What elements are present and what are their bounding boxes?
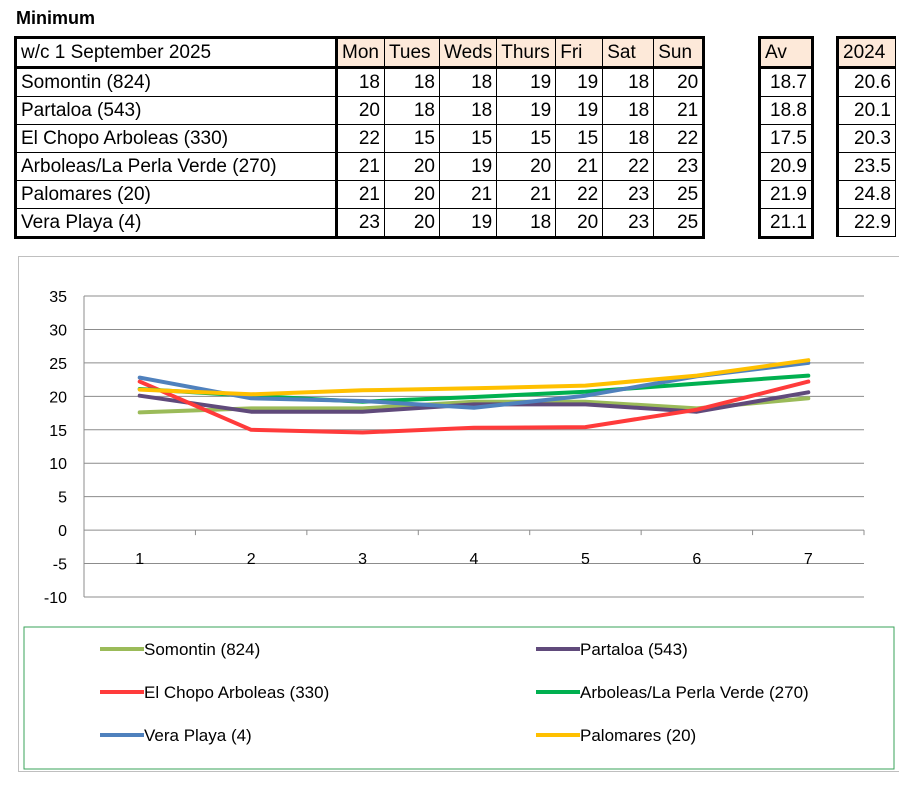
- day-value: 18: [438, 96, 498, 125]
- day-value: 18: [335, 67, 385, 97]
- legend-label: Arboleas/La Perla Verde (270): [580, 683, 809, 702]
- day-value: 15: [384, 124, 440, 153]
- year-row: 22.9: [836, 208, 896, 237]
- day-value: 20: [496, 152, 557, 181]
- average-table: Av 18.7 18.8 17.5 20.9 21.9 21.1: [758, 36, 814, 239]
- x-tick-label: 2: [247, 551, 256, 568]
- day-value: 18: [602, 67, 655, 97]
- x-tick-label: 3: [358, 551, 367, 568]
- previous-year-table: 2024 20.6 20.1 20.3 23.5 24.8 22.9: [836, 36, 896, 237]
- y-tick-label: 10: [49, 456, 67, 473]
- day-header: Tues: [384, 36, 440, 69]
- day-value: 19: [438, 152, 498, 181]
- day-value: 19: [555, 96, 604, 125]
- y-tick-label: 35: [49, 289, 67, 306]
- previous-year-value: 22.9: [836, 208, 896, 237]
- y-tick-label: -5: [53, 557, 67, 574]
- day-header: Thurs: [496, 36, 557, 69]
- average-value: 21.1: [758, 208, 814, 239]
- location-name: Vera Playa (4): [14, 208, 337, 239]
- day-value: 21: [335, 152, 385, 181]
- day-value: 20: [335, 96, 385, 125]
- day-value: 18: [602, 124, 655, 153]
- av-row: 20.9: [758, 152, 814, 181]
- day-value: 23: [653, 152, 706, 181]
- y-tick-label: 5: [58, 490, 67, 507]
- year-row: 23.5: [836, 152, 896, 181]
- legend-label: Palomares (20): [580, 726, 696, 745]
- temperature-table: w/c 1 September 2025 Mon Tues Weds Thurs Fri S…: [14, 36, 706, 239]
- x-tick-label: 7: [804, 551, 813, 568]
- day-value: 19: [438, 208, 498, 239]
- average-value: 18.8: [758, 96, 814, 125]
- x-tick-label: 4: [470, 551, 479, 568]
- day-header: Sun: [653, 36, 706, 69]
- chart-frame: [18, 256, 899, 772]
- av-header-row: Av: [758, 36, 814, 69]
- y-tick-label: 20: [49, 389, 67, 406]
- average-value: 21.9: [758, 180, 814, 209]
- previous-year-value: 24.8: [836, 180, 896, 209]
- previous-year-value: 20.3: [836, 124, 896, 153]
- year-row: 20.6: [836, 67, 896, 97]
- day-value: 22: [653, 124, 706, 153]
- legend-label: Vera Playa (4): [144, 726, 252, 745]
- year-row: 24.8: [836, 180, 896, 209]
- year-row: 20.1: [836, 96, 896, 125]
- y-tick-label: 25: [49, 356, 67, 373]
- y-tick-label: -10: [44, 590, 67, 607]
- legend-label: Somontin (824): [144, 640, 260, 659]
- day-header: Fri: [555, 36, 604, 69]
- av-row: 21.1: [758, 208, 814, 239]
- average-value: 17.5: [758, 124, 814, 153]
- previous-year-value: 23.5: [836, 152, 896, 181]
- y-tick-label: 30: [49, 322, 67, 339]
- day-value: 20: [384, 180, 440, 209]
- previous-year-value: 20.1: [836, 96, 896, 125]
- av-row: 17.5: [758, 124, 814, 153]
- day-header: Sat: [602, 36, 655, 69]
- day-value: 23: [602, 208, 655, 239]
- x-tick-label: 6: [692, 551, 701, 568]
- av-row: 18.8: [758, 96, 814, 125]
- legend-label: El Chopo Arboleas (330): [144, 683, 329, 702]
- series-line: [137, 379, 811, 435]
- table-row: Arboleas/La Perla Verde (270) 21 20 19 20 21 2…: [14, 152, 706, 181]
- y-tick-label: 0: [58, 523, 67, 540]
- day-value: 18: [496, 208, 557, 239]
- day-value: 18: [602, 96, 655, 125]
- location-name: Palomares (20): [14, 180, 337, 209]
- day-value: 21: [555, 152, 604, 181]
- table-header-row: w/c 1 September 2025 Mon Tues Weds Thurs Fri S…: [14, 36, 706, 69]
- legend-box: [23, 626, 895, 770]
- location-name: Somontin (824): [14, 67, 337, 97]
- average-header: Av: [758, 36, 814, 69]
- table-row: Vera Playa (4) 23 20 19 18 20 23 25: [14, 208, 706, 239]
- year-header: 2024: [836, 36, 896, 69]
- day-value: 18: [438, 67, 498, 97]
- day-value: 25: [653, 208, 706, 239]
- day-value: 19: [555, 67, 604, 97]
- x-tick-label: 5: [581, 551, 590, 568]
- day-value: 22: [335, 124, 385, 153]
- week-label: w/c 1 September 2025: [14, 36, 337, 69]
- series-line: [137, 358, 811, 397]
- day-value: 23: [335, 208, 385, 239]
- legend-label: Partaloa (543): [580, 640, 688, 659]
- av-row: 21.9: [758, 180, 814, 209]
- y-tick-label: 15: [49, 423, 67, 440]
- day-header: Weds: [438, 36, 498, 69]
- day-value: 20: [555, 208, 604, 239]
- x-tick-label: 1: [135, 551, 144, 568]
- location-name: El Chopo Arboleas (330): [14, 124, 337, 153]
- year-header-row: 2024: [836, 36, 896, 69]
- previous-year-value: 20.6: [836, 67, 896, 97]
- year-row: 20.3: [836, 124, 896, 153]
- table-row: Palomares (20) 21 20 21 21 22 23 25: [14, 180, 706, 209]
- day-value: 20: [384, 208, 440, 239]
- average-value: 20.9: [758, 152, 814, 181]
- page-title: Minimum: [16, 8, 95, 28]
